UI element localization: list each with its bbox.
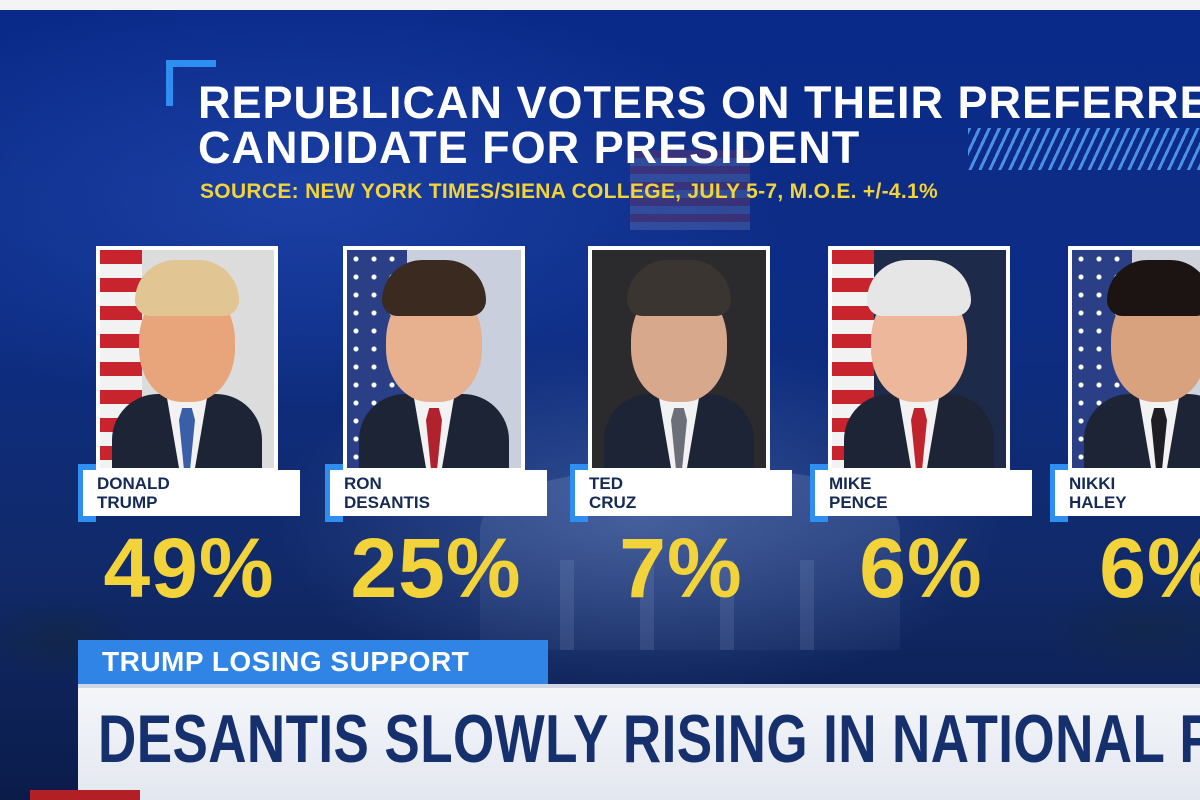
candidate-card: DONALD TRUMP 49% (78, 246, 300, 626)
candidate-photo (96, 246, 278, 472)
poll-source: SOURCE: NEW YORK TIMES/SIENA COLLEGE, JU… (200, 180, 938, 203)
candidate-last-name: TRUMP (97, 493, 158, 512)
lower-third-kicker: TRUMP LOSING SUPPORT (78, 640, 548, 684)
background-flag (630, 150, 750, 230)
candidate-photo (343, 246, 525, 472)
candidate-percent: 25% (350, 521, 522, 615)
top-strip (0, 0, 1200, 10)
candidate-name: TED CRUZ (570, 464, 792, 522)
candidate-photo (588, 246, 770, 472)
candidate-first-name: NIKKI (1069, 474, 1116, 493)
candidate-last-name: HALEY (1069, 493, 1127, 512)
candidate-percent: 6% (859, 521, 983, 615)
candidate-first-name: TED (589, 474, 623, 493)
candidate-percent: 49% (103, 521, 275, 615)
candidate-name: RON DESANTIS (325, 464, 547, 522)
candidate-card: NIKKI HALEY 6% (1050, 246, 1200, 626)
title-line-2: CANDIDATE FOR PRESIDENT (198, 122, 861, 173)
lower-third-headline: DESANTIS SLOWLY RISING IN NATIONAL POLLS (98, 701, 1200, 777)
candidate-first-name: RON (344, 474, 382, 493)
candidate-photo (1068, 246, 1200, 472)
candidate-card: RON DESANTIS 25% (325, 246, 547, 626)
candidate-percent: 6% (1099, 521, 1200, 615)
candidate-name: NIKKI HALEY (1050, 464, 1200, 522)
candidate-name: MIKE PENCE (810, 464, 1032, 522)
candidate-first-name: MIKE (829, 474, 872, 493)
candidate-first-name: DONALD (97, 474, 170, 493)
graphic-title: REPUBLICAN VOTERS ON THEIR PREFERRED CAN… (198, 80, 1200, 170)
candidate-card: MIKE PENCE 6% (810, 246, 1032, 626)
candidate-last-name: DESANTIS (344, 493, 430, 512)
candidate-photo (828, 246, 1010, 472)
candidate-percent: 7% (619, 521, 743, 615)
title-bracket-icon (166, 60, 216, 106)
title-hatch-decoration (968, 128, 1200, 170)
lower-third-banner (78, 684, 1200, 800)
candidate-card: TED CRUZ 7% (570, 246, 792, 626)
candidate-last-name: CRUZ (589, 493, 637, 512)
bottom-red-bar (30, 790, 140, 800)
title-line-1: REPUBLICAN VOTERS ON THEIR PREFERRED (198, 77, 1200, 128)
candidate-last-name: PENCE (829, 493, 888, 512)
candidate-name: DONALD TRUMP (78, 464, 300, 522)
